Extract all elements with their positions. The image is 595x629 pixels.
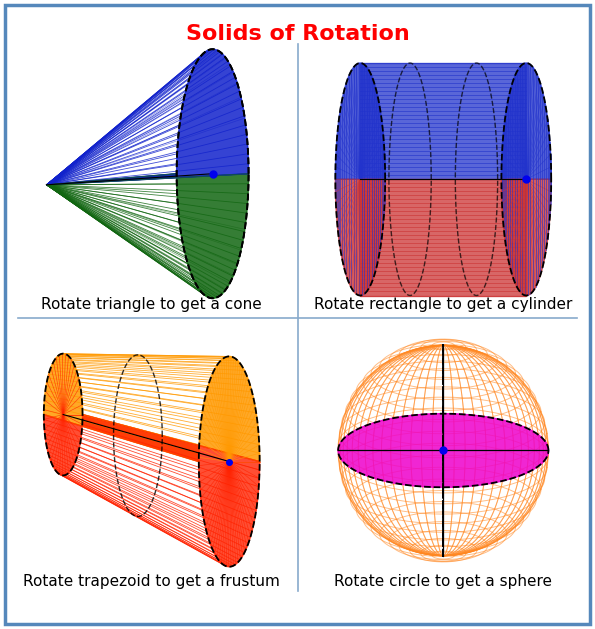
Text: Rotate rectangle to get a cylinder: Rotate rectangle to get a cylinder (314, 297, 572, 312)
Text: Solids of Rotation: Solids of Rotation (186, 24, 409, 44)
Text: Rotate circle to get a sphere: Rotate circle to get a sphere (334, 574, 552, 589)
Polygon shape (360, 179, 527, 296)
Polygon shape (46, 49, 249, 185)
Polygon shape (502, 179, 551, 296)
Text: Rotate triangle to get a cone: Rotate triangle to get a cone (41, 297, 262, 312)
Polygon shape (338, 414, 549, 487)
Polygon shape (336, 179, 385, 296)
Polygon shape (502, 63, 551, 179)
Polygon shape (44, 353, 259, 462)
Polygon shape (360, 63, 527, 179)
Polygon shape (336, 63, 385, 179)
Text: Rotate trapezoid to get a frustum: Rotate trapezoid to get a frustum (23, 574, 280, 589)
Polygon shape (44, 415, 259, 567)
Polygon shape (46, 174, 249, 298)
